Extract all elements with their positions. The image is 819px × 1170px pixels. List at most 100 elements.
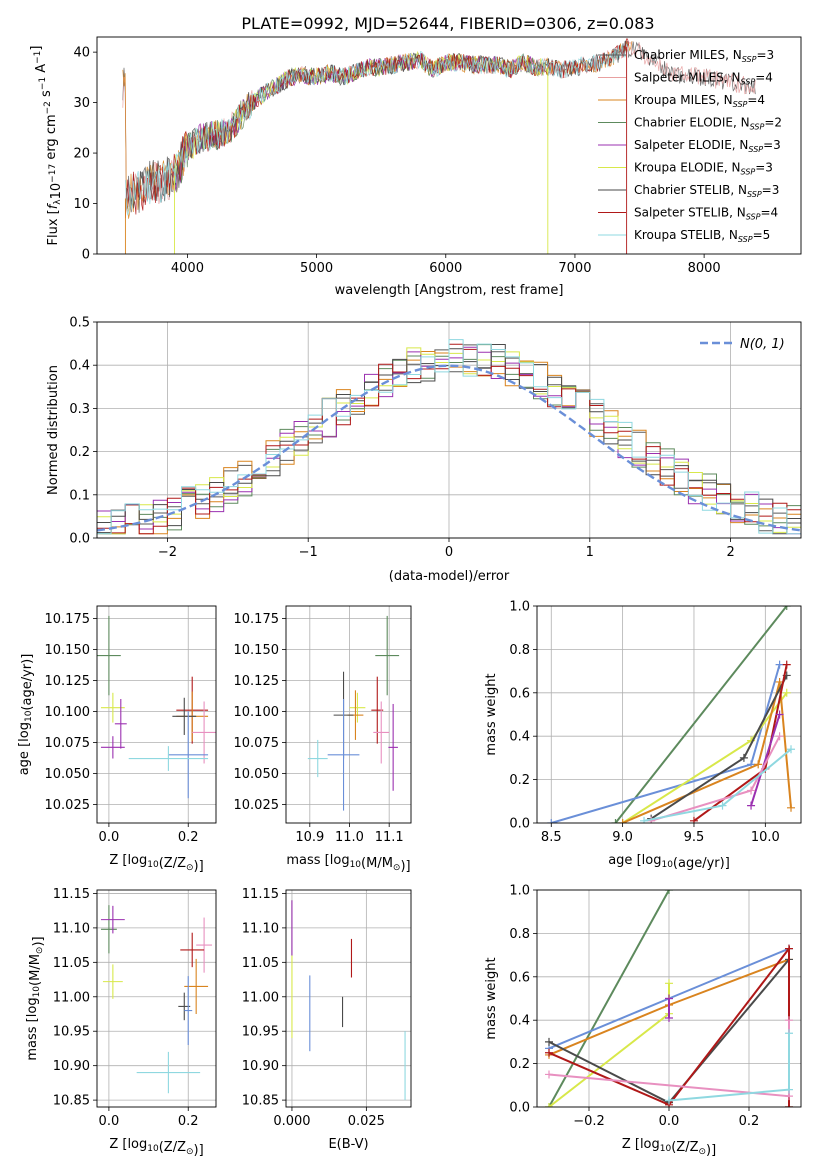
- weight-marker: [775, 732, 784, 741]
- y-tick-label: 10.100: [45, 705, 91, 720]
- weight-marker: [665, 979, 673, 988]
- y-tick-label: 10.025: [234, 798, 280, 813]
- y-tick-label: 10.175: [234, 612, 280, 627]
- x-axis-label: Z [log10(Z/Z⊙)]: [109, 853, 203, 874]
- weight-marker: [782, 606, 791, 610]
- y-tick-label: 0.2: [509, 773, 530, 788]
- weight-marker: [739, 753, 748, 762]
- y-axis-label: mass [log10(M/M⊙)]: [25, 936, 46, 1060]
- y-tick-label: 40: [73, 46, 90, 61]
- x-tick-label: 9.5: [684, 830, 705, 845]
- weight-line: [548, 890, 670, 1107]
- y-tick-label: 30: [73, 96, 90, 111]
- legend-label: Salpeter MILES, NSSP=4: [634, 71, 773, 87]
- weight-marker: [754, 760, 763, 769]
- axes-frame: [96, 889, 217, 1108]
- y-tick-label: 0.4: [69, 359, 90, 374]
- weight-marker: [545, 1048, 553, 1057]
- x-axis-label: Z [log10(Z/Z⊙)]: [109, 1137, 203, 1158]
- legend-label: N(0, 1): [740, 337, 785, 352]
- x-axis-label: age [log10(age/yr)]: [608, 853, 730, 871]
- y-tick-label: 0.1: [69, 488, 90, 503]
- y-tick-label: 11.05: [53, 956, 90, 971]
- y-tick-label: 1.0: [509, 600, 530, 615]
- weight-marker: [611, 819, 620, 823]
- x-tick-label: 11.1: [375, 830, 404, 845]
- x-tick-label: 2: [726, 545, 734, 560]
- y-tick-label: 0.4: [509, 730, 530, 745]
- legend-label: Chabrier ELODIE, NSSP=2: [634, 116, 782, 132]
- axes-frame: [96, 605, 217, 824]
- weight-marker: [545, 1070, 553, 1079]
- x-tick-label: 10.9: [295, 830, 324, 845]
- spectrum-line: [125, 40, 627, 213]
- legend-label: Kroupa ELODIE, NSSP=3: [634, 161, 773, 177]
- x-tick-label: 0.025: [348, 1114, 385, 1129]
- legend-label: Chabrier MILES, NSSP=3: [634, 48, 774, 64]
- y-tick-label: 0.0: [509, 1101, 530, 1116]
- y-tick-label: 11.00: [53, 990, 90, 1005]
- x-axis-label: (data-model)/error: [389, 569, 510, 584]
- weight-marker: [547, 819, 556, 823]
- weight-marker: [785, 1085, 793, 1094]
- y-tick-label: 0.0: [69, 532, 90, 547]
- figure-title: PLATE=0992, MJD=52644, FIBERID=0306, z=0…: [241, 14, 654, 33]
- weight-marker: [747, 786, 756, 795]
- x-tick-label: 4000: [171, 261, 204, 276]
- weight-vs-Z-panel: −0.2 0.0 0.2 0.0 0.2 0.4 0.6 0.8 1.0 Z [log10(Z/Z…: [484, 884, 802, 1158]
- y-tick-label: 0.6: [509, 686, 530, 701]
- legend-label: Kroupa MILES, NSSP=4: [634, 93, 765, 109]
- y-tick-label: 10.85: [242, 1094, 279, 1109]
- weight-marker: [782, 688, 791, 697]
- x-tick-label: 0.2: [178, 830, 199, 845]
- x-axis-label: wavelength [Angstrom, rest frame]: [335, 283, 564, 298]
- axes-frame: [96, 36, 802, 255]
- weight-marker: [618, 819, 627, 823]
- legend-label: Kroupa STELIB, NSSP=5: [634, 228, 770, 244]
- x-tick-label: 1: [586, 545, 594, 560]
- y-tick-label: 11.10: [242, 921, 279, 936]
- y-tick-label: 11.10: [53, 921, 90, 936]
- axes-frame: [285, 605, 412, 824]
- y-tick-label: 0.4: [509, 1014, 530, 1029]
- weight-marker: [775, 660, 784, 669]
- y-tick-label: 10.125: [45, 674, 91, 689]
- weight-marker: [747, 801, 756, 810]
- x-tick-label: 0.0: [99, 1114, 120, 1129]
- axes-frame: [536, 605, 802, 824]
- x-tick-label: 0: [445, 545, 453, 560]
- y-tick-label: 10.150: [45, 643, 91, 658]
- weight-marker: [545, 1103, 553, 1107]
- y-tick-label: 0.5: [69, 316, 90, 331]
- spectrum-panel: 4000 5000 6000 7000 8000 0 10 20 30 40 wavelength …: [29, 36, 802, 298]
- y-tick-label: 10.075: [45, 736, 91, 751]
- histogram-series: [96, 339, 801, 535]
- residual-panel: −2 −1 0 1 2 0.0 0.1 0.2 0.3 0.4 0.5 (data-model)/er…: [46, 316, 802, 584]
- mass-vs-ebv-panel: 0.000 0.025 10.85 10.90 10.95 11.00 11.05 11.10…: [242, 887, 412, 1152]
- weight-marker: [787, 745, 796, 754]
- x-axis-label: mass [log10(M/M⊙)]: [286, 853, 410, 874]
- x-tick-label: 0.000: [273, 1114, 310, 1129]
- x-tick-label: −0.2: [573, 1114, 605, 1129]
- weight-marker: [640, 816, 649, 823]
- legend-label: Salpeter ELODIE, NSSP=3: [634, 138, 781, 154]
- age-vs-mass-panel: 10.9 11.0 11.1 10.025 10.050 10.075 10.100 10.1…: [234, 605, 412, 874]
- y-tick-label: 10: [73, 197, 90, 212]
- x-tick-label: 8000: [688, 261, 721, 276]
- mass-vs-Z-panel: 0.0 0.2 10.85 10.90 10.95 11.00 11.05 11.10 11.1…: [25, 887, 217, 1158]
- weight-line: [622, 681, 792, 823]
- x-tick-label: 0.0: [99, 830, 120, 845]
- weight-marker: [665, 1014, 673, 1023]
- x-tick-label: 0.2: [739, 1114, 760, 1129]
- age-vs-Z-panel: 0.0 0.2 10.025 10.050 10.075 10.100 10.125 10.1…: [17, 605, 217, 874]
- weight-marker: [785, 1103, 793, 1107]
- weight-marker: [785, 944, 793, 953]
- y-tick-label: 11.05: [242, 956, 279, 971]
- y-tick-label: 10.025: [45, 798, 91, 813]
- axes-frame: [285, 889, 412, 1108]
- y-tick-label: 11.15: [53, 887, 90, 902]
- x-tick-label: 8.5: [541, 830, 562, 845]
- plot-area: [547, 606, 796, 823]
- x-tick-label: 10.0: [751, 830, 780, 845]
